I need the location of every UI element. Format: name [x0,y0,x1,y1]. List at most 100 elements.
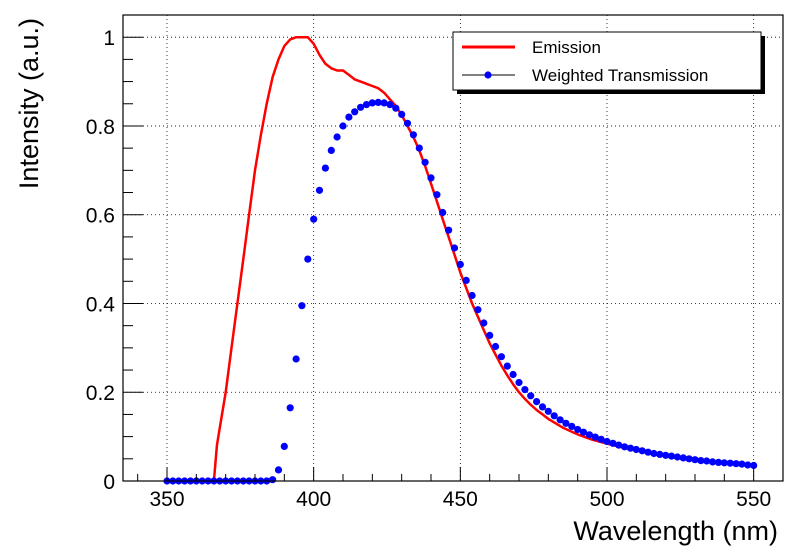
data-point-weighted-transmission [345,113,353,121]
y-tick-label: 1 [103,27,115,50]
data-point-weighted-transmission [403,119,412,127]
y-tick-label: 0.2 [86,382,115,405]
data-point-weighted-transmission [550,412,558,420]
data-point-weighted-transmission [292,355,300,363]
data-point-weighted-transmission [304,255,312,263]
x-tick-label: 400 [296,488,331,511]
data-point-weighted-transmission [603,437,611,446]
data-point-weighted-transmission [697,457,705,465]
x-tick-label: 550 [736,488,771,511]
data-point-weighted-transmission [362,101,371,109]
data-point-weighted-transmission [280,442,288,450]
data-point-weighted-transmission [450,244,459,252]
data-point-weighted-transmission [703,457,711,465]
data-point-weighted-transmission [714,458,723,466]
data-point-weighted-transmission [515,378,523,387]
data-point-weighted-transmission [679,454,687,462]
data-point-weighted-transmission [310,215,318,223]
legend-box [452,31,762,91]
data-point-weighted-transmission [568,422,576,430]
y-tick-label: 0 [103,471,115,494]
data-point-weighted-transmission [339,122,347,130]
x-axis-title: Wavelength (nm) [573,516,778,546]
data-point-weighted-transmission [709,458,717,466]
data-point-weighted-transmission [491,342,500,351]
data-point-weighted-transmission [662,451,670,459]
data-point-weighted-transmission [544,407,552,415]
data-point-weighted-transmission [626,444,635,452]
data-point-weighted-transmission [368,99,376,107]
data-point-weighted-transmission [321,164,329,172]
data-point-weighted-transmission [286,404,294,412]
data-point-weighted-transmission [632,445,640,454]
data-point-weighted-transmission [374,98,382,106]
data-point-weighted-transmission [521,386,529,394]
data-point-weighted-transmission [638,447,646,455]
data-point-weighted-transmission [433,191,441,199]
data-point-weighted-transmission [439,208,447,217]
tick-marks [123,36,784,482]
data-point-weighted-transmission [615,441,623,449]
data-point-weighted-transmission [380,99,388,107]
data-point-weighted-transmission [650,449,658,458]
data-point-weighted-transmission [456,260,464,268]
x-tick-label: 350 [149,488,184,511]
data-point-weighted-transmission [386,101,394,109]
data-point-weighted-transmission [480,319,488,327]
plot-frame [122,14,784,482]
data-point-weighted-transmission [720,459,728,467]
data-point-weighted-transmission [503,362,511,370]
data-point-weighted-transmission [415,144,423,152]
data-point-weighted-transmission [609,439,617,447]
data-point-weighted-transmission [621,443,629,451]
data-point-weighted-transmission [351,108,359,116]
y-tick-label: 0.4 [86,293,116,316]
data-point-weighted-transmission [445,226,453,234]
y-axis-title: Intensity (a.u.) [14,18,44,189]
data-point-weighted-transmission [509,370,517,379]
data-point-weighted-transmission [556,416,564,424]
data-point-weighted-transmission [597,435,605,443]
data-point-weighted-transmission [427,174,435,182]
data-point-weighted-transmission [726,459,734,467]
grid [123,15,783,481]
data-point-weighted-transmission [327,146,335,154]
data-point-weighted-transmission [462,276,470,284]
data-point-weighted-transmission [298,302,306,310]
x-tick-label: 450 [443,488,478,511]
data-point-weighted-transmission [579,428,588,436]
data-point-weighted-transmission [591,433,599,441]
data-point-weighted-transmission [673,453,682,461]
data-point-weighted-transmission [468,291,476,300]
y-tick-label: 0.6 [86,205,115,228]
data-point-weighted-transmission [474,306,482,314]
legend-swatch-weighted-transmission-marker [484,71,492,79]
data-point-weighted-transmission [274,466,283,474]
data-point-weighted-transmission [398,110,406,118]
data-point-weighted-transmission [409,131,417,139]
data-point-weighted-transmission [486,331,494,339]
legend-label-weighted-transmission: Weighted Transmission [532,66,708,85]
legend-label-emission: Emission [532,38,601,57]
data-point-weighted-transmission [538,403,547,411]
data-point-weighted-transmission [644,448,652,456]
legend: Emission Weighted Transmission [452,31,765,94]
data-point-weighted-transmission [315,186,324,194]
data-point-weighted-transmission [738,460,746,468]
x-tick-label: 500 [589,488,624,511]
data-point-weighted-transmission [357,103,365,111]
data-point-weighted-transmission [691,456,699,464]
data-point-weighted-transmission [533,398,541,406]
data-point-weighted-transmission [421,158,429,166]
y-tick-label: 0.8 [86,116,115,139]
data-point-weighted-transmission [574,425,582,434]
data-point-weighted-transmission [333,133,341,141]
data-point-weighted-transmission [732,460,740,468]
data-point-weighted-transmission [667,452,676,460]
data-point-weighted-transmission [685,455,693,463]
data-point-weighted-transmission [497,353,505,361]
data-point-weighted-transmission [392,104,400,112]
data-point-weighted-transmission [744,461,752,469]
data-point-weighted-transmission [269,476,277,484]
